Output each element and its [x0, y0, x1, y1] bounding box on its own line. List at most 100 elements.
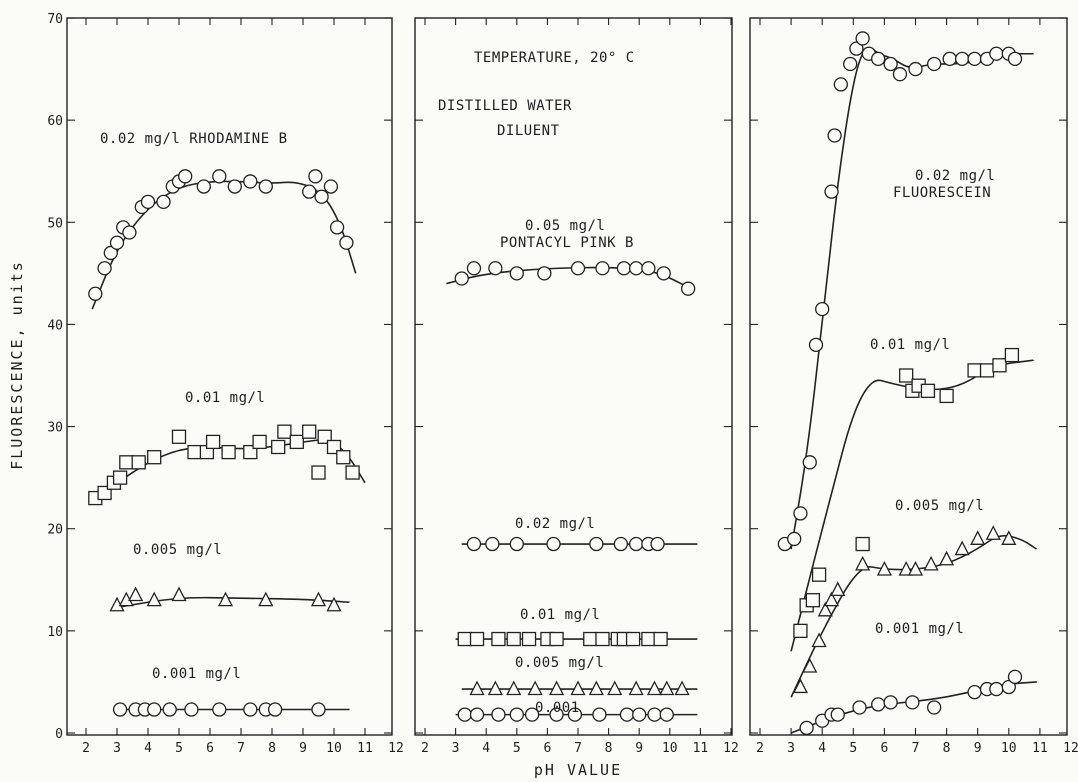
data-point-triangle [811, 632, 827, 648]
x-tick-label: 9 [974, 741, 982, 756]
data-point-circle [830, 707, 845, 722]
data-point-square [811, 567, 827, 582]
data-point-triangle [817, 601, 833, 617]
data-point-square [271, 439, 286, 455]
data-point-circle [595, 261, 610, 276]
data-point-square [653, 631, 668, 647]
data-point-circle [833, 77, 849, 92]
data-point-triangle [146, 591, 162, 607]
panel-annotation: TEMPERATURE, 20° C [474, 50, 635, 66]
data-point-square [967, 363, 982, 378]
series-label: 0.001 mg/l [152, 666, 241, 682]
data-point-circle [989, 46, 1004, 61]
data-point-triangle [646, 680, 663, 696]
data-point-triangle [570, 680, 586, 696]
data-point-square [336, 450, 351, 465]
x-tick-label: 4 [144, 741, 152, 756]
data-points [88, 31, 1023, 736]
data-point-square [899, 368, 914, 383]
data-point-circle [883, 695, 898, 710]
data-point-circle [491, 707, 506, 722]
fit-curve [790, 46, 1034, 550]
data-point-square [920, 383, 936, 398]
data-point-square [491, 631, 506, 647]
data-point-square [289, 434, 304, 450]
data-point-circle [927, 56, 942, 72]
data-point-circle [314, 189, 329, 204]
x-tick-label: 12 [1063, 741, 1078, 756]
data-point-circle [212, 702, 227, 717]
data-point-triangle [855, 555, 871, 571]
data-point-square [625, 631, 641, 647]
data-point-circle [339, 235, 354, 250]
data-point-triangle [588, 680, 604, 696]
data-point-circle [243, 702, 258, 717]
x-tick-label: 2 [421, 741, 429, 756]
x-tick-label: 12 [388, 741, 404, 756]
data-point-triangle [506, 680, 522, 696]
data-point-circle [308, 169, 323, 184]
data-point-square [119, 455, 134, 470]
panel-frame-3 [749, 17, 1068, 736]
data-point-circle [162, 702, 177, 717]
data-point-triangle [659, 680, 675, 696]
data-point-triangle [607, 680, 623, 696]
data-point-square [221, 444, 236, 460]
data-point-triangle [985, 525, 1001, 540]
data-point-square [855, 536, 870, 552]
data-point-square [595, 631, 610, 647]
data-point-circle [140, 194, 156, 210]
data-point-circle [967, 51, 982, 67]
data-point-circle [942, 51, 957, 67]
data-point-circle [488, 261, 503, 276]
data-point-square [641, 631, 656, 647]
panel-frame-2 [414, 17, 733, 736]
data-point-circle [212, 169, 227, 184]
data-point-circle [656, 266, 671, 281]
series-label: 0.005 mg/l [133, 542, 222, 558]
data-point-circle [592, 707, 607, 722]
series-label: 0.02 mg/l [515, 516, 595, 532]
data-point-circle [546, 536, 561, 552]
x-tick-label: 10 [662, 741, 678, 756]
data-point-circle [852, 700, 867, 715]
data-point-circle [824, 184, 839, 199]
x-tick-label: 3 [113, 741, 121, 756]
data-point-triangle [171, 586, 187, 602]
y-tick-label: 30 [47, 421, 63, 436]
data-point-circle [589, 536, 604, 552]
data-point-square [147, 450, 162, 465]
x-tick-label: 8 [943, 741, 951, 756]
y-tick-label: 50 [47, 216, 63, 231]
data-point-circle [227, 179, 242, 194]
x-tick-label: 9 [635, 741, 643, 756]
data-point-square [979, 363, 995, 378]
data-point-circle [802, 455, 817, 470]
data-point-triangle [128, 586, 144, 602]
data-point-circle [989, 681, 1004, 697]
data-point-triangle [628, 680, 644, 696]
x-tick-label: 6 [880, 741, 888, 756]
data-point-circle [329, 220, 345, 235]
data-point-circle [808, 337, 824, 353]
y-tick-label: 10 [47, 625, 63, 640]
data-point-circle [908, 61, 923, 77]
data-point-circle [619, 707, 635, 722]
data-point-circle [892, 67, 908, 82]
data-point-circle [793, 506, 808, 521]
data-point-square [583, 631, 598, 647]
x-tick-label: 11 [357, 741, 373, 756]
data-point-triangle [954, 540, 970, 556]
y-tick-label: 20 [47, 523, 63, 538]
series-label: 0.05 mg/l [525, 218, 605, 234]
data-point-circle [855, 31, 870, 46]
x-tick-label: 5 [849, 741, 857, 756]
data-point-circle [509, 707, 524, 722]
data-point-circle [109, 235, 125, 250]
data-point-circle [267, 702, 283, 717]
series-label: 0.01 mg/l [520, 607, 600, 623]
data-point-square [506, 631, 521, 647]
data-point-triangle [907, 560, 924, 576]
data-point-circle [302, 184, 317, 199]
